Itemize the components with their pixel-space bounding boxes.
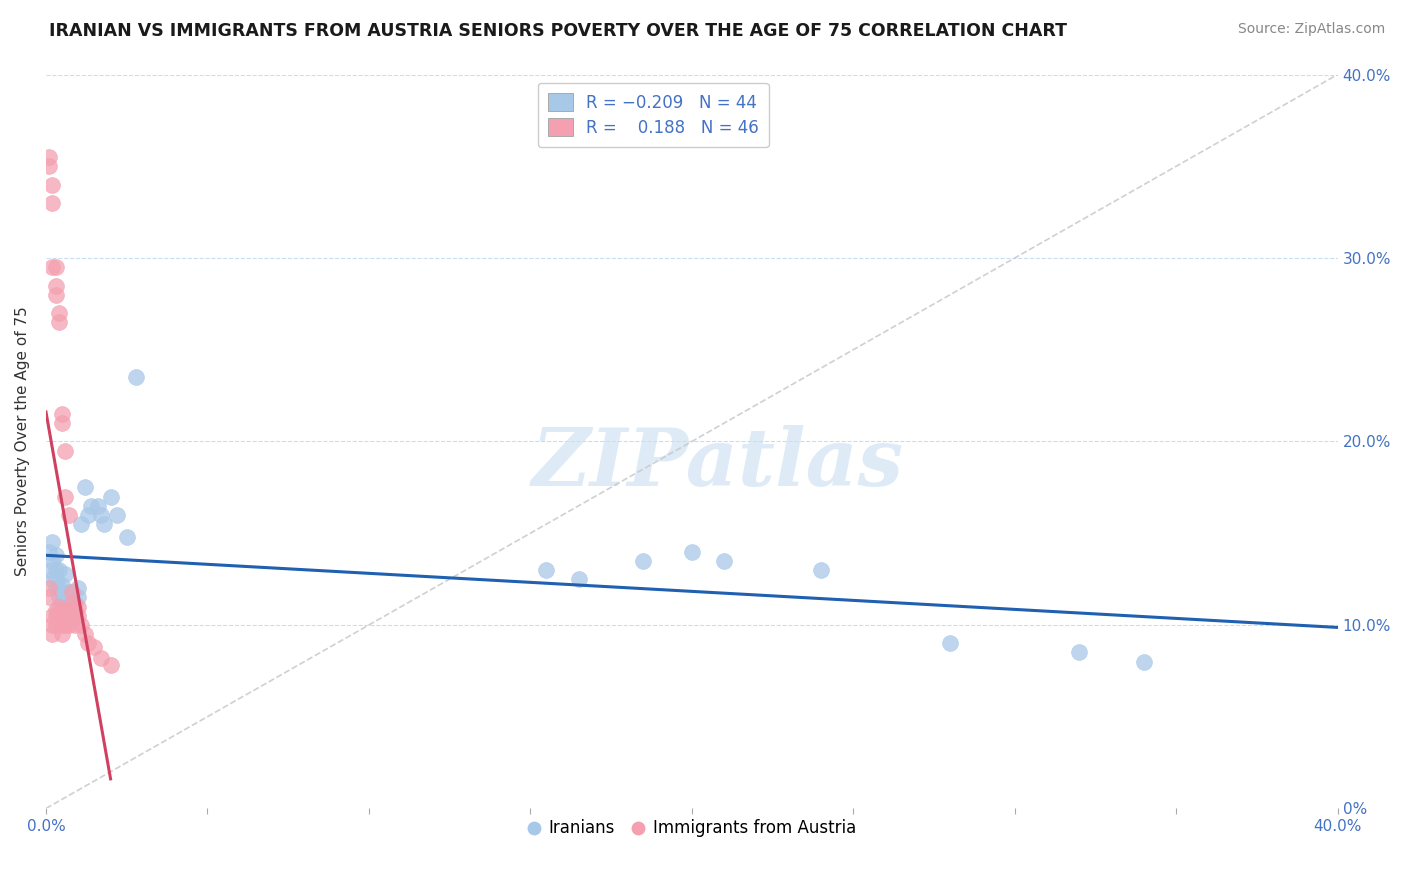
Point [810, 563, 832, 577]
Point [53, 608, 76, 623]
Text: IRANIAN VS IMMIGRANTS FROM AUSTRIA SENIORS POVERTY OVER THE AGE OF 75 CORRELATIO: IRANIAN VS IMMIGRANTS FROM AUSTRIA SENIO… [49, 22, 1067, 40]
Point [1133, 655, 1156, 669]
Point [38, 563, 60, 577]
Point [60, 608, 83, 623]
Point [38, 581, 60, 595]
Point [45, 278, 67, 293]
Point [53, 443, 76, 458]
Point [93, 516, 115, 531]
Point [67, 581, 90, 595]
Point [58, 608, 80, 623]
Point [86, 499, 108, 513]
Point [125, 370, 148, 384]
Point [41, 618, 63, 632]
Point [45, 608, 67, 623]
Point [70, 516, 93, 531]
Point [51, 585, 73, 599]
Point [70, 618, 93, 632]
Point [58, 585, 80, 599]
Point [48, 608, 70, 623]
Point [58, 603, 80, 617]
Point [90, 651, 112, 665]
Point [48, 599, 70, 614]
Point [60, 603, 83, 617]
Point [90, 508, 112, 522]
Point [105, 508, 128, 522]
Point [83, 640, 105, 654]
Point [939, 636, 962, 650]
Point [38, 150, 60, 164]
Point [80, 499, 103, 513]
Point [63, 618, 86, 632]
Point [38, 591, 60, 605]
Point [51, 416, 73, 430]
Point [67, 599, 90, 614]
Point [73, 627, 96, 641]
Point [45, 572, 67, 586]
Point [48, 306, 70, 320]
Point [51, 596, 73, 610]
Point [38, 544, 60, 558]
Y-axis label: Seniors Poverty Over the Age of 75: Seniors Poverty Over the Age of 75 [15, 307, 30, 576]
Point [38, 159, 60, 173]
Point [63, 603, 86, 617]
Point [41, 535, 63, 549]
Point [568, 572, 591, 586]
Point [41, 572, 63, 586]
Point [45, 548, 67, 562]
Point [60, 585, 83, 599]
Point [53, 591, 76, 605]
Point [45, 581, 67, 595]
Point [45, 260, 67, 275]
Point [51, 577, 73, 591]
Point [41, 554, 63, 568]
Point [60, 596, 83, 610]
Point [45, 603, 67, 617]
Point [41, 627, 63, 641]
Point [58, 508, 80, 522]
Point [713, 554, 735, 568]
Point [41, 178, 63, 192]
Point [58, 618, 80, 632]
Point [73, 480, 96, 494]
Point [115, 530, 138, 544]
Point [63, 596, 86, 610]
Point [77, 636, 100, 650]
Point [41, 196, 63, 211]
Point [77, 508, 100, 522]
Point [1069, 645, 1091, 659]
Point [53, 618, 76, 632]
Point [51, 603, 73, 617]
Point [100, 490, 122, 504]
Point [41, 260, 63, 275]
Text: Source: ZipAtlas.com: Source: ZipAtlas.com [1237, 22, 1385, 37]
Point [45, 618, 67, 632]
Point [48, 563, 70, 577]
Point [48, 581, 70, 595]
Point [100, 658, 122, 673]
Point [633, 554, 655, 568]
Point [51, 627, 73, 641]
Point [51, 618, 73, 632]
Point [53, 490, 76, 504]
Legend: Iranians, Immigrants from Austria: Iranians, Immigrants from Austria [520, 813, 863, 844]
Point [45, 287, 67, 301]
Text: ZIPatlas: ZIPatlas [531, 425, 904, 502]
Point [51, 407, 73, 421]
Point [536, 563, 558, 577]
Point [51, 608, 73, 623]
Point [48, 591, 70, 605]
Point [67, 591, 90, 605]
Point [41, 608, 63, 623]
Point [53, 566, 76, 581]
Point [67, 608, 90, 623]
Point [45, 563, 67, 577]
Point [53, 599, 76, 614]
Point [48, 315, 70, 329]
Point [681, 544, 703, 558]
